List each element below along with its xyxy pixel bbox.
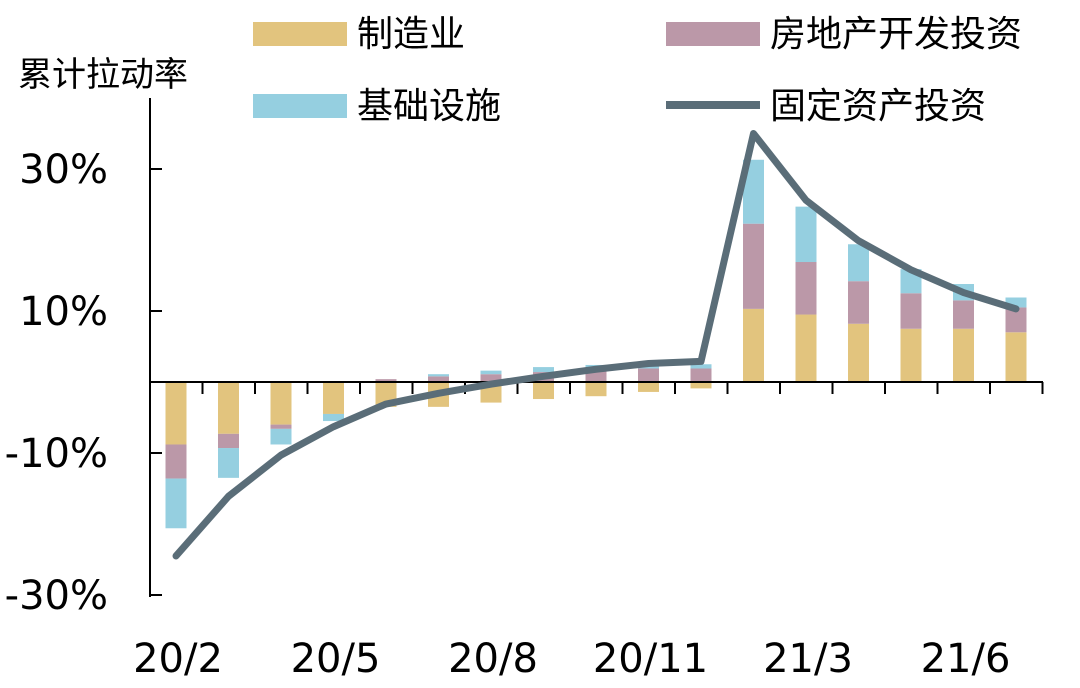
bar-20-8-s1 xyxy=(480,374,502,382)
bar-20-12-s2 xyxy=(690,364,712,369)
bar-20-10-s0 xyxy=(585,382,607,397)
bar-21-3-s2 xyxy=(795,206,817,263)
legend-label-3: 固定资产投资 xyxy=(770,86,986,127)
bar-21-7-s1 xyxy=(1005,307,1027,333)
bar-20-2-s2 xyxy=(165,478,187,529)
legend-label-2: 基础设施 xyxy=(357,86,501,127)
bar-20-12-s0 xyxy=(690,382,712,389)
y-tick-label: -10% xyxy=(5,431,108,477)
y-tick-label: -30% xyxy=(5,573,108,619)
bar-20-3-s1 xyxy=(218,433,239,449)
x-tick-label: 21/3 xyxy=(763,636,853,682)
x-tick-label: 20/11 xyxy=(593,636,708,682)
x-tick-label: 21/6 xyxy=(921,636,1011,682)
x-tick-label: 20/2 xyxy=(133,636,223,682)
bar-21-6-s0 xyxy=(953,328,974,382)
bar-20-8-s2 xyxy=(480,370,502,375)
bar-20-2-s1 xyxy=(165,444,187,479)
bar-21-3-s0 xyxy=(795,314,817,382)
y-axis-label: 累计拉动率 xyxy=(18,55,188,95)
bar-20-9-s2 xyxy=(533,367,554,373)
legend-swatch-line xyxy=(666,101,760,109)
legend-label-1: 房地产开发投资 xyxy=(770,14,1022,55)
bar-20-2-s0 xyxy=(165,382,187,445)
bar-20-4-s1 xyxy=(270,424,292,429)
legend-label-0: 制造业 xyxy=(357,14,465,55)
bar-21-5-s1 xyxy=(900,293,922,329)
bar-21-7-s0 xyxy=(1005,332,1027,382)
bar-21-6-s1 xyxy=(953,300,974,329)
bar-21-7-s2 xyxy=(1005,297,1027,308)
bars-layer xyxy=(165,159,1027,529)
bar-20-5-s0 xyxy=(323,382,344,414)
bar-20-5-s2 xyxy=(323,413,344,422)
bar-20-3-s2 xyxy=(218,448,239,478)
x-ticks: 20/2 20/5 20/8 20/11 21/3 21/6 xyxy=(133,382,1044,682)
bar-21-2-s1 xyxy=(743,223,764,309)
bar-21-4-s0 xyxy=(848,323,869,382)
y-tick-label: 30% xyxy=(19,147,108,193)
bar-21-2-s2 xyxy=(743,159,764,224)
legend-swatch-0 xyxy=(253,22,347,46)
bar-20-4-s2 xyxy=(270,428,292,445)
bar-21-4-s2 xyxy=(848,244,869,282)
bar-21-3-s1 xyxy=(795,262,817,315)
bar-20-7-s1 xyxy=(428,376,449,382)
bar-20-3-s0 xyxy=(218,382,239,434)
line-fixed-asset-investment xyxy=(172,130,1020,560)
x-tick-label: 20/5 xyxy=(291,636,381,682)
y-tick-label: 10% xyxy=(19,289,108,335)
bar-21-4-s1 xyxy=(848,281,869,324)
bar-20-12-s1 xyxy=(690,368,712,382)
bar-20-11-s1 xyxy=(638,368,659,382)
legend-swatch-2 xyxy=(253,94,347,118)
bar-20-4-s0 xyxy=(270,382,292,425)
y-ticks: 30% 10% -10% -30% xyxy=(5,147,162,619)
bar-20-7-s2 xyxy=(428,374,449,377)
bar-20-9-s0 xyxy=(533,382,554,400)
bar-20-6-s1 xyxy=(375,379,397,382)
line-layer xyxy=(172,130,1020,560)
bar-20-11-s0 xyxy=(638,382,659,392)
bar-21-2-s0 xyxy=(743,308,764,382)
bar-21-5-s0 xyxy=(900,328,922,382)
x-tick-label: 20/8 xyxy=(448,636,538,682)
legend-swatch-1 xyxy=(666,22,760,46)
